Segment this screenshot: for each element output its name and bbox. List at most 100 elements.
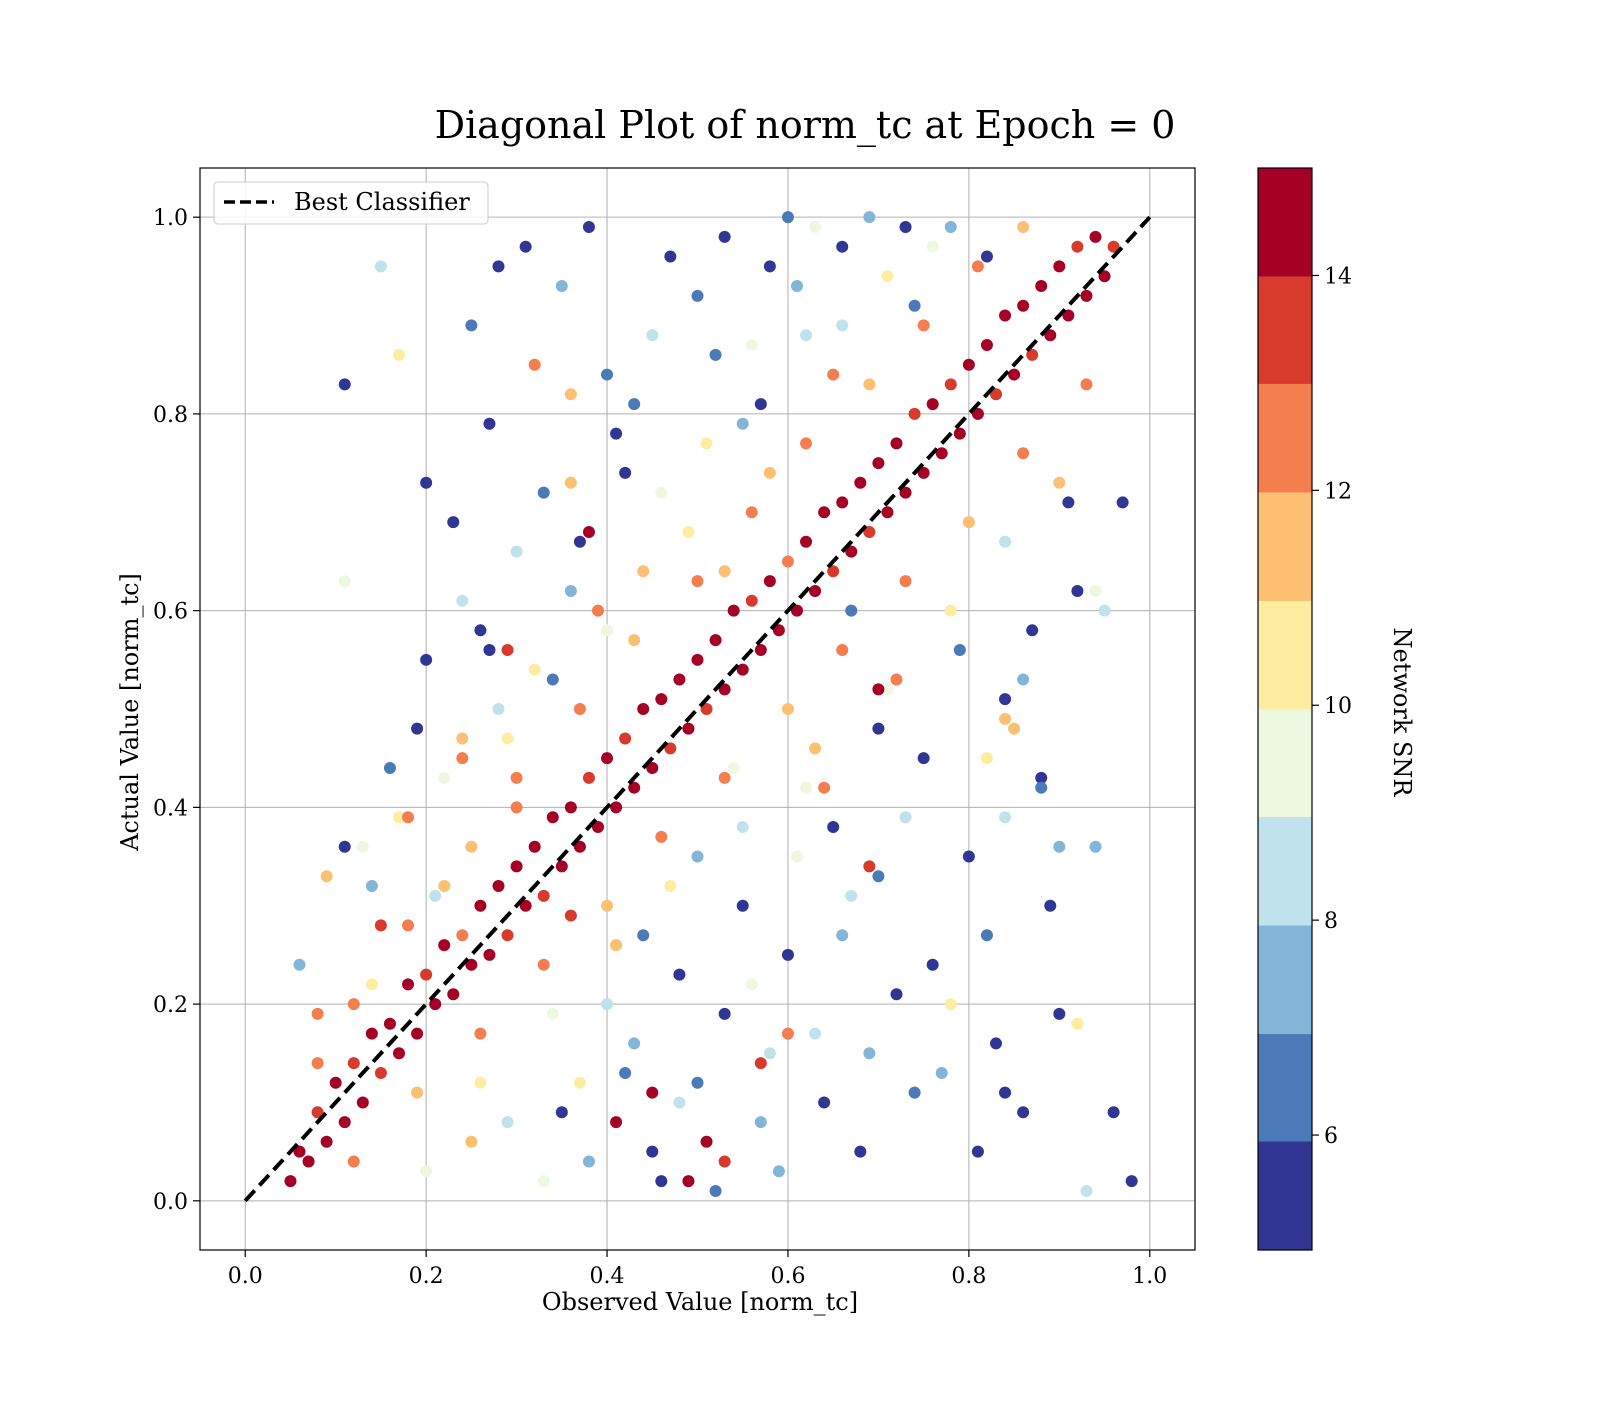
scatter-point [610,427,623,440]
scatter-point [962,516,975,529]
scatter-point [682,1175,695,1188]
scatter-point [492,703,505,715]
scatter-point [1125,1175,1138,1188]
scatter-point [818,1096,831,1109]
colorbar-segment [1258,276,1312,384]
scatter-point [356,1096,369,1109]
scatter-point [637,929,650,942]
scatter-point [555,280,568,293]
scatter-point [1107,240,1120,253]
scatter-point [691,289,704,302]
y-tick-label: 1.0 [153,206,188,231]
scatter-point [899,486,912,499]
scatter-point [863,1047,876,1060]
scatter-point [582,221,595,234]
scatter-point [546,1007,559,1020]
scatter-point [845,604,858,617]
scatter-point [727,762,740,775]
scatter-point [691,850,704,863]
scatter-point [320,1135,333,1148]
y-tick-label: 0.4 [153,796,188,821]
scatter-point [1017,1106,1030,1119]
scatter-point [420,653,433,666]
scatter-point [990,388,1002,401]
scatter-point [1062,496,1075,509]
scatter-point [1035,771,1048,784]
x-tick-label: 0.2 [409,1264,444,1289]
scatter-point [338,575,351,588]
scatter-point [474,899,487,912]
scatter-point [537,889,550,902]
legend: Best Classifier [213,181,489,225]
scatter-point [718,230,731,243]
scatter-point [555,860,568,873]
scatter-point [293,958,306,971]
scatter-point [736,899,749,912]
scatter-point [438,880,451,893]
scatter-point [664,880,677,893]
scatter-point [293,1145,306,1158]
scatter-point [772,624,785,637]
scatter-point [999,712,1012,725]
scatter-point [329,1076,342,1089]
scatter-point [447,516,460,529]
scatter-point [311,1057,324,1070]
scatter-point [1053,1007,1066,1020]
scatter-point [809,742,822,755]
legend-best-classifier-label: Best Classifier [294,188,470,216]
scatter-point [781,555,794,568]
scatter-point [953,427,966,440]
colorbar-segment [1258,601,1312,710]
scatter-point [999,309,1012,322]
scatter-point [501,643,514,656]
scatter-point [610,801,623,814]
scatter-point [537,1175,550,1188]
colorbar: 6 8 10 12 14 [1257,167,1352,1251]
scatter-point [935,1066,948,1079]
scatter-point [365,1027,378,1040]
scatter-point [637,703,650,715]
scatter-point [827,821,840,834]
scatter-point [682,722,695,735]
scatter-point [953,643,966,656]
scatter-point [809,221,822,234]
scatter-point [818,506,831,519]
scatter-point [899,575,912,588]
plot-area: 0.0 0.2 0.4 0.6 0.8 1.0 0.0 0.2 0.4 0.6 0.8 1.0 [153,167,1196,1289]
x-tick-label: 0.8 [951,1264,986,1289]
x-axis-label: Observed Value [norm_tc] [542,1288,858,1316]
scatter-point [601,899,614,912]
scatter-point [637,565,650,578]
scatter-point [818,781,831,794]
scatter-point [510,801,523,814]
scatter-point [863,378,876,391]
scatter-point [447,988,460,1001]
scatter-point [944,221,957,234]
scatter-point [628,781,641,794]
scatter-point [483,643,496,656]
scatter-point [926,398,939,411]
scatter-point [492,880,505,893]
scatter-point [791,604,803,617]
scatter-point [393,1047,405,1060]
scatter-point [402,811,415,824]
scatter-point [347,1155,360,1168]
colorbar-segment [1258,925,1312,1035]
scatter-point [528,840,541,853]
scatter-point [944,604,957,617]
scatter-point [610,1116,623,1129]
scatter-point [881,683,894,696]
y-tick-label: 0.8 [153,403,188,428]
scatter-point [393,811,405,824]
scatter-point [908,299,921,312]
scatter-point [999,693,1012,706]
scatter-point [863,860,876,873]
scatter-point [1107,1106,1120,1119]
scatter-point [573,535,586,548]
scatter-point [980,339,993,352]
scatter-point [655,693,668,706]
scatter-point [628,398,641,411]
scatter-point [1071,1017,1084,1030]
scatter-point [745,594,758,607]
x-tick-label: 0.6 [770,1264,805,1289]
